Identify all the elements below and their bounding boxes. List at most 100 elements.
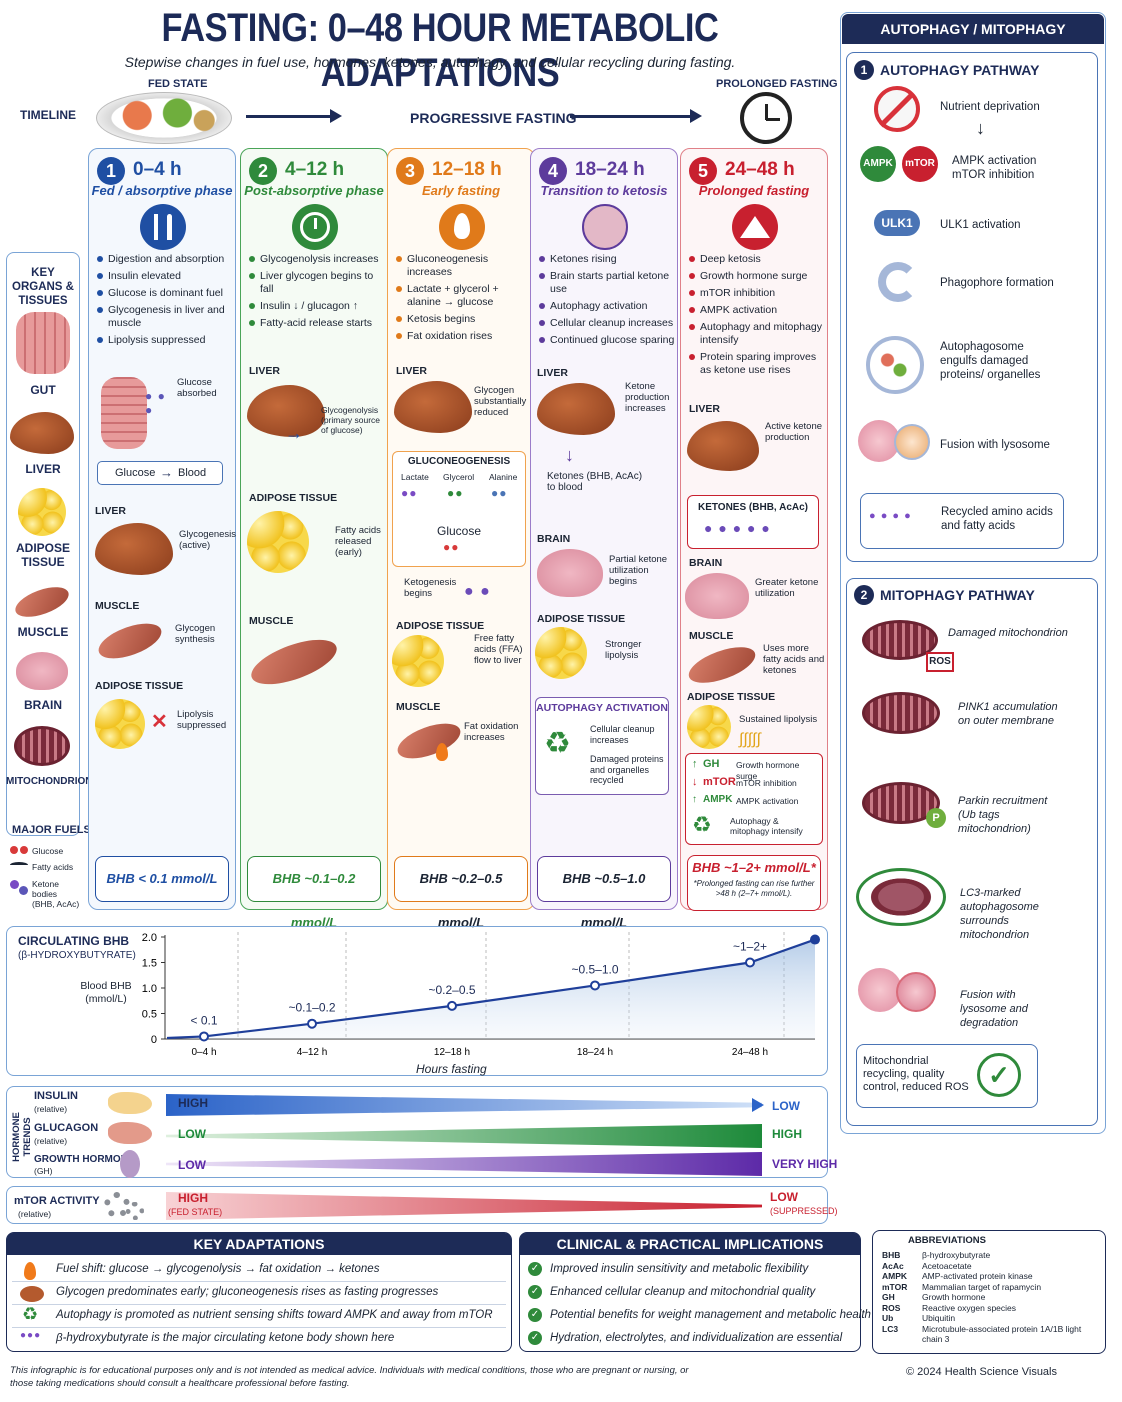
phase-bullets: Gluconeogenesis increases Lactate + glyc… bbox=[394, 253, 534, 347]
bhb-point-label: ~0.2–0.5 bbox=[428, 983, 475, 997]
check-icon: ✓ bbox=[528, 1331, 542, 1345]
gear-icon-2 bbox=[126, 1202, 144, 1220]
bhb-area bbox=[167, 939, 815, 1039]
bullet: Protein sparing improves as ketone use r… bbox=[687, 351, 827, 377]
phase-number-badge: 5 bbox=[689, 157, 717, 185]
mitophagy-pathway-box bbox=[846, 578, 1098, 1126]
ketone-dots: ●●● bbox=[20, 1330, 42, 1341]
chart-ylabel: Blood BHB (mmol/L) bbox=[80, 980, 132, 1005]
adipose-icon bbox=[687, 705, 731, 749]
uses-fatty-acids-label: Uses more fatty acids and ketones bbox=[763, 643, 825, 676]
mito-pink1-icon bbox=[862, 692, 940, 734]
abbreviation-key: mTOR bbox=[882, 1281, 908, 1292]
check-icon: ✓ bbox=[528, 1308, 542, 1322]
brain-heading: BRAIN bbox=[689, 557, 723, 569]
path1-badge: 1 bbox=[854, 60, 874, 80]
autophagy-pathway-box bbox=[846, 52, 1098, 562]
phagophore-icon bbox=[878, 262, 918, 302]
ketone-dots: ● ● ● ● ● bbox=[704, 520, 771, 536]
adipose-heading: ADIPOSE TISSUE bbox=[249, 492, 338, 504]
bhb-point bbox=[307, 1018, 317, 1029]
sustained-lipolysis-label: Sustained lipolysis bbox=[739, 714, 818, 725]
hormone-trends-panel bbox=[6, 1086, 828, 1178]
organ-legend bbox=[6, 252, 80, 836]
autophagy-activation-title: AUTOPHAGY ACTIVATION bbox=[536, 702, 668, 714]
bhb-level-badge: BHB ~1–2+ mmol/L* *Prolonged fasting can… bbox=[687, 855, 821, 911]
bullet: Digestion and absorption bbox=[95, 253, 235, 266]
bullet: Lipolysis suppressed bbox=[95, 334, 235, 347]
clock-icon bbox=[740, 92, 792, 144]
bullet: Ketosis begins bbox=[394, 313, 534, 326]
key-row-3: Autophagy is promoted as nutrient sensin… bbox=[56, 1309, 493, 1321]
mtor-text: mTOR inhibition bbox=[736, 778, 797, 788]
glucagon-to: HIGH bbox=[772, 1127, 802, 1141]
flame-icon bbox=[439, 204, 485, 250]
ampk-text: AMPK activation bbox=[736, 796, 799, 806]
chart-xlabel: Hours fasting bbox=[416, 1062, 487, 1076]
adipose-icon bbox=[95, 699, 145, 749]
lc3-autophagosome-icon bbox=[856, 868, 946, 926]
active-ketone-label: Active ketone production bbox=[765, 421, 823, 443]
phase-hours: 18–24 h bbox=[575, 159, 645, 180]
bullet: Insulin elevated bbox=[95, 270, 235, 283]
phase-number-badge: 3 bbox=[396, 157, 424, 185]
step-mtor-inhibition: mTOR inhibition bbox=[952, 169, 1035, 181]
liver-heading: LIVER bbox=[396, 365, 427, 377]
fat-oxidation-label: Fat oxidation increases bbox=[464, 721, 519, 743]
glycogen-synthesis-label: Glycogen synthesis bbox=[175, 623, 216, 645]
bhb-endpoint bbox=[810, 934, 820, 945]
mtor-down-icon: ↓ bbox=[692, 776, 698, 788]
liver-icon bbox=[95, 523, 173, 575]
bullet: Autophagy and mitophagy intensify bbox=[687, 321, 827, 347]
fatty-acid-icon bbox=[10, 862, 28, 868]
abbreviation-key: BHB bbox=[882, 1250, 901, 1260]
recycle-icon: ♻ bbox=[544, 727, 571, 760]
gng-title: GLUCONEOGENESIS bbox=[407, 456, 511, 467]
phase-number-badge: 2 bbox=[249, 157, 277, 185]
adipose-heading: ADIPOSE TISSUE bbox=[396, 620, 485, 632]
ketone-dot-icon bbox=[10, 880, 19, 889]
muscle-heading: MUSCLE bbox=[95, 600, 140, 612]
organ-brain-label: BRAIN bbox=[24, 698, 62, 712]
abbreviation-key: AcAc bbox=[882, 1260, 904, 1271]
recycled-box: ● ● ● ● Recycled amino acids and fatty a… bbox=[860, 493, 1064, 549]
mtor-to: LOW bbox=[770, 1190, 798, 1204]
glycerol-dots: ●● bbox=[447, 486, 464, 500]
step-ampk-activation: AMPK activation bbox=[952, 155, 1037, 167]
autophagosome-icon bbox=[866, 336, 924, 394]
fuel-ketones: Ketone bodies (BHB, AcAc) bbox=[32, 879, 80, 909]
bullet: Fatty-acid release starts bbox=[247, 317, 387, 330]
phase-column-1: 1 0–4 h Fed / absorptive phase Digestion… bbox=[88, 148, 236, 910]
adipose-icon bbox=[535, 627, 587, 679]
brain-heading: BRAIN bbox=[537, 533, 571, 545]
liver-icon bbox=[20, 1286, 44, 1302]
bhb-chart-panel bbox=[6, 926, 828, 1076]
abbreviation-value: Ubiquitin bbox=[922, 1313, 956, 1323]
ulk1-badge: ULK1 bbox=[874, 210, 920, 236]
brain-icon bbox=[582, 204, 628, 250]
organ-gut-label: GUT bbox=[30, 383, 56, 397]
greater-ketone-label: Greater ketone utilization bbox=[755, 577, 819, 599]
bullet: Glycogenesis in liver and muscle bbox=[95, 304, 235, 330]
x-tick-label: 0–4 h bbox=[191, 1047, 216, 1058]
liver-icon bbox=[394, 381, 472, 433]
ketones-blood-label: Ketones (BHB, AcAc) to blood bbox=[547, 471, 643, 493]
abbreviations-panel bbox=[872, 1230, 1106, 1354]
x-block-icon: ✕ bbox=[151, 711, 168, 733]
ketone-production-label: Ketone production increases bbox=[625, 381, 670, 414]
fuels-title: MAJOR FUELS bbox=[12, 824, 91, 836]
key-adaptations-panel bbox=[6, 1232, 512, 1352]
gh-up-icon: ↑ bbox=[692, 758, 698, 770]
phase-name: Fed / absorptive phase bbox=[91, 183, 233, 198]
y-tick-label: 2.0 bbox=[142, 932, 157, 944]
bullet: mTOR inhibition bbox=[687, 287, 827, 300]
mtor-to-sub: (SUPPRESSED) bbox=[770, 1206, 838, 1216]
autophagy-pathway-title: AUTOPHAGY PATHWAY bbox=[880, 62, 1040, 78]
ketones-box-title: KETONES (BHB, AcAc) bbox=[697, 502, 808, 513]
step-pink1: PINK1 accumulation on outer membrane bbox=[958, 701, 1058, 727]
chart-title: CIRCULATING BHB bbox=[18, 934, 130, 948]
bullet: Cellular cleanup increases bbox=[537, 317, 677, 330]
clinical-row-3: Potential benefits for weight management… bbox=[550, 1309, 871, 1321]
phase-hours: 24–48 h bbox=[725, 159, 795, 180]
mtor-badge: mTOR bbox=[902, 146, 938, 182]
